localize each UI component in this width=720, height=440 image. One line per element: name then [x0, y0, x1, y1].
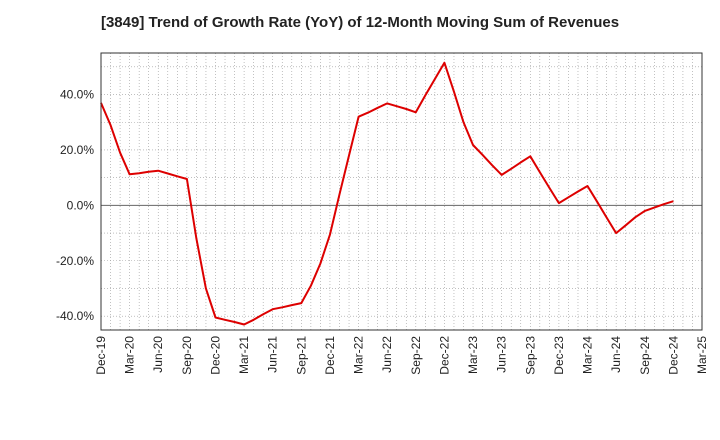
x-tick-label: Dec-23	[552, 336, 566, 375]
x-tick-label: Sep-24	[638, 336, 652, 375]
x-tick-label: Jun-23	[495, 336, 509, 373]
x-tick-label: Jun-22	[380, 336, 394, 373]
x-tick-label: Dec-21	[323, 336, 337, 375]
y-tick-label: -20.0%	[56, 254, 94, 268]
x-tick-label: Mar-25	[695, 336, 709, 374]
x-tick-label: Jun-20	[151, 336, 165, 373]
series-layer	[100, 61, 674, 326]
x-tick-label: Mar-23	[466, 336, 480, 374]
x-tick-label: Sep-20	[180, 336, 194, 375]
x-tick-label: Dec-22	[437, 336, 451, 375]
y-tick-label: 0.0%	[67, 198, 95, 212]
x-tick-label: Dec-20	[208, 336, 222, 375]
y-axis-tick-labels: 40.0% 20.0% 0.0% -20.0% -40.0%	[56, 88, 94, 324]
x-gridlines	[110, 53, 693, 330]
x-tick-label: Jun-24	[609, 336, 623, 373]
x-tick-label: Jun-21	[266, 336, 280, 373]
x-tick-label: Mar-22	[352, 336, 366, 374]
y-tick-label: 40.0%	[60, 88, 94, 102]
y-gridlines	[101, 66, 702, 317]
y-tick-label: -40.0%	[56, 309, 94, 323]
series-line	[100, 61, 674, 326]
x-tick-label: Dec-19	[94, 336, 108, 375]
x-tick-label: Mar-21	[237, 336, 251, 374]
plot-background	[101, 53, 702, 330]
chart-title: [3849] Trend of Growth Rate (YoY) of 12-…	[100, 14, 620, 31]
x-tick-label: Mar-20	[123, 336, 137, 374]
plot-frame	[100, 52, 703, 331]
x-tick-label: Sep-21	[294, 336, 308, 375]
x-tick-label: Sep-23	[523, 336, 537, 375]
x-tick-label: Sep-22	[409, 336, 423, 375]
x-tick-label: Mar-24	[581, 336, 595, 374]
plot-area	[101, 53, 702, 330]
x-axis-tick-labels: Dec-19 Mar-20 Jun-20 Sep-20 Dec-20 Mar-21 Jun-…	[94, 336, 709, 375]
x-tick-label: Dec-24	[666, 336, 680, 375]
plot-border	[100, 52, 703, 331]
y-tick-label: 20.0%	[60, 143, 94, 157]
